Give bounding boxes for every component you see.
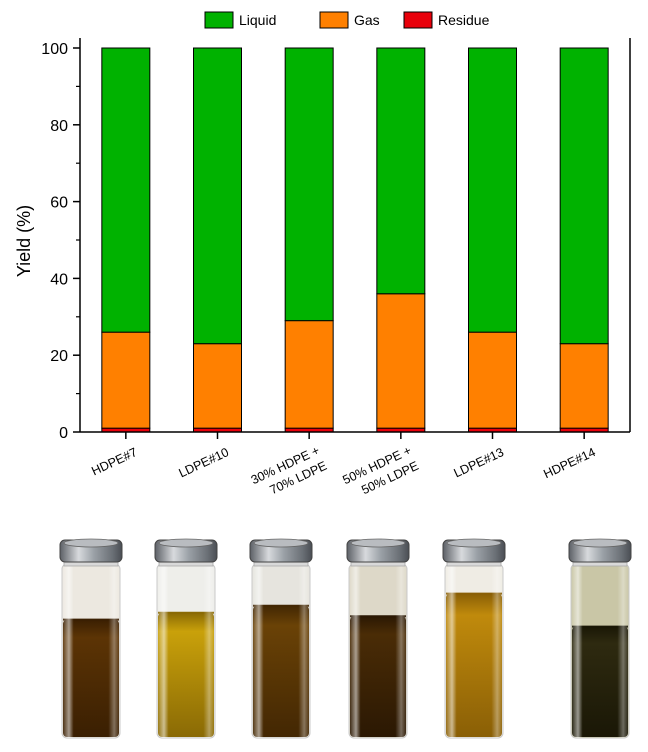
- bar-liquid-3: [376, 47, 426, 295]
- legend-label-residue: Residue: [438, 12, 490, 28]
- x-tick-label-line: HDPE#14: [541, 445, 597, 481]
- x-tick-label: HDPE#14: [541, 445, 597, 481]
- yield-chart: Liquid Gas Residue 0 20 40 60 80 100 HDPE#7 LDPE#…: [14, 11, 631, 497]
- vial-3: [249, 538, 313, 739]
- legend-swatch-residue: [403, 11, 433, 29]
- bar-gas-5: [559, 343, 609, 429]
- vial-cap-top: [253, 538, 309, 548]
- y-tick-label: 40: [50, 271, 68, 288]
- x-tick-label: 50% HDPE +50% LDPE: [340, 443, 420, 497]
- x-tick-label-line: LDPE#13: [452, 445, 506, 480]
- y-axis-title: Yield (%): [14, 205, 34, 277]
- y-tick-label: 20: [50, 348, 68, 365]
- vial-cap-top: [63, 538, 119, 548]
- bar-gas-2: [284, 320, 334, 429]
- bar-gas-1: [193, 343, 242, 429]
- vial-highlight: [252, 564, 310, 738]
- bar-liquid-2: [284, 47, 334, 322]
- x-tick-label-line: HDPE#7: [89, 445, 139, 478]
- vial-5: [442, 538, 506, 739]
- x-tick-label: LDPE#10: [177, 445, 231, 480]
- y-tick-label: 80: [50, 118, 68, 135]
- vial-cap-top: [158, 538, 214, 548]
- x-tick-label: 30% HDPE +70% LDPE: [249, 443, 329, 497]
- vial-photos: [59, 538, 632, 739]
- y-tick-label: 100: [41, 41, 68, 58]
- vial-highlight: [349, 564, 407, 738]
- vial-2: [154, 538, 218, 739]
- vial-cap-top: [572, 538, 628, 548]
- bar-gas-3: [376, 293, 426, 429]
- legend: Liquid Gas Residue: [204, 11, 490, 29]
- bar-liquid-1: [193, 47, 242, 345]
- vial-group: [59, 538, 632, 739]
- bars-group: [101, 47, 609, 433]
- bar-liquid-0: [101, 47, 151, 333]
- bar-gas-4: [468, 331, 517, 429]
- y-tick-label: 60: [50, 195, 68, 212]
- x-tick-label-line: LDPE#10: [177, 445, 231, 480]
- y-tick-label: 0: [59, 425, 68, 442]
- vial-highlight: [157, 564, 215, 738]
- vial-4: [346, 538, 410, 739]
- bar-liquid-5: [559, 47, 609, 345]
- legend-label-liquid: Liquid: [239, 12, 276, 28]
- vial-1: [59, 538, 123, 739]
- vial-cap-top: [446, 538, 502, 548]
- bar-liquid-4: [468, 47, 517, 333]
- bar-gas-0: [101, 331, 151, 429]
- x-tick-label: HDPE#7: [89, 445, 139, 478]
- legend-swatch-gas: [319, 11, 349, 29]
- legend-swatch-liquid: [204, 11, 234, 29]
- vial-highlight: [62, 564, 120, 738]
- vial-cap-top: [350, 538, 406, 548]
- vial-highlight: [571, 564, 629, 738]
- vial-highlight: [445, 564, 503, 738]
- legend-label-gas: Gas: [354, 12, 380, 28]
- vial-6: [568, 538, 632, 739]
- x-tick-label: LDPE#13: [452, 445, 506, 480]
